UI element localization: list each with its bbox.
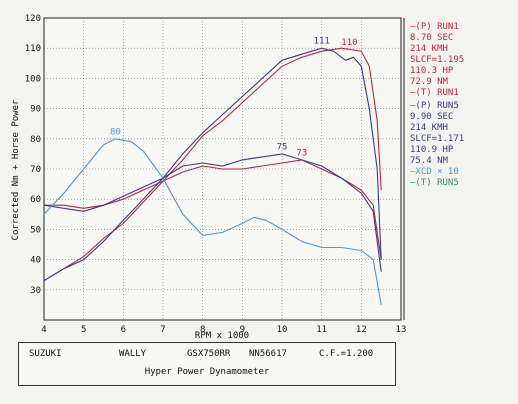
legend-run5-line: SLCF=1.171 <box>410 134 464 144</box>
legend-run1-line: SLCF=1.195 <box>410 55 464 65</box>
legend-run1-line: 214 KMH <box>410 44 448 54</box>
x-tick-label: 4 <box>41 325 46 335</box>
y-tick-label: 40 <box>30 256 41 266</box>
legend-run1-line: 8.70 SEC <box>410 33 453 43</box>
legend-run1-line: —(T) RUN1 <box>410 88 459 98</box>
x-tick-label: 8 <box>200 325 205 335</box>
legend-run1-line: —(P) RUN1 <box>410 22 459 32</box>
x-tick-label: 12 <box>356 325 367 335</box>
x-tick-labels: 4 5 6 7 8 9 10 11 12 13 <box>41 325 406 335</box>
footer-cf: C.F.=1.200 <box>319 349 374 359</box>
x-tick-label: 10 <box>277 325 288 335</box>
legend-run5-line: 214 KMH <box>410 123 448 133</box>
x-tick-label: 5 <box>81 325 86 335</box>
x-axis-label: RPM x 1000 <box>195 331 249 341</box>
peak-annotations: 80 75 73 111 110 <box>110 37 358 159</box>
y-tick-label: 50 <box>30 225 41 235</box>
footer-make: SUZUKI <box>29 349 62 359</box>
footer-info-box: SUZUKI WALLY GSX750RR NN56617 C.F.=1.200… <box>18 342 396 386</box>
legend-run5-line: —XCD × 10 <box>410 167 459 177</box>
x-tick-label: 9 <box>240 325 245 335</box>
y-tick-label: 110 <box>25 44 41 54</box>
legend-run5-line: 110.9 HP <box>410 145 454 155</box>
x-tick-label: 7 <box>160 325 165 335</box>
peak-annotation: 111 <box>314 37 330 47</box>
series-line-5 <box>43 138 382 305</box>
peak-annotation: 73 <box>296 148 307 158</box>
footer-dyno-name: Hyper Power Dynamometer <box>144 367 270 377</box>
x-tick-label: 11 <box>316 325 327 335</box>
y-tick-labels: 30 40 50 60 70 80 90 100 110 120 <box>25 14 41 296</box>
series-lines <box>43 47 382 305</box>
y-tick-label: 80 <box>30 135 41 145</box>
peak-annotation: 110 <box>341 38 357 48</box>
y-axis-label: Corrected Nm + Horse Power <box>11 99 21 240</box>
peak-annotation: 80 <box>110 127 121 137</box>
legend-run5-line: 75.4 NM <box>410 156 449 166</box>
footer-rider: WALLY <box>119 349 147 359</box>
footer-model: GSX750RR <box>187 349 231 359</box>
y-tick-label: 90 <box>30 105 41 115</box>
y-tick-label: 100 <box>25 74 41 84</box>
series-line-1 <box>43 47 382 282</box>
y-tick-label: 60 <box>30 195 41 205</box>
series-line-3 <box>43 47 382 282</box>
series-line-4 <box>43 153 382 272</box>
legend-run1-line: 72.9 NM <box>410 77 449 87</box>
x-tick-label: 6 <box>121 325 126 335</box>
y-tick-label: 30 <box>30 286 41 296</box>
legend-run5-line: —(T) RUN5 <box>410 178 459 188</box>
legend-run1-line: 110.3 HP <box>410 66 454 76</box>
legend-run5-line: 9.90 SEC <box>410 112 453 122</box>
y-tick-label: 70 <box>30 165 41 175</box>
legend-run5-line: —(P) RUN5 <box>410 101 459 111</box>
y-tick-label: 120 <box>25 14 41 24</box>
x-tick-label: 13 <box>396 325 407 335</box>
peak-annotation: 75 <box>277 142 288 152</box>
footer-serial: NN56617 <box>249 349 287 359</box>
